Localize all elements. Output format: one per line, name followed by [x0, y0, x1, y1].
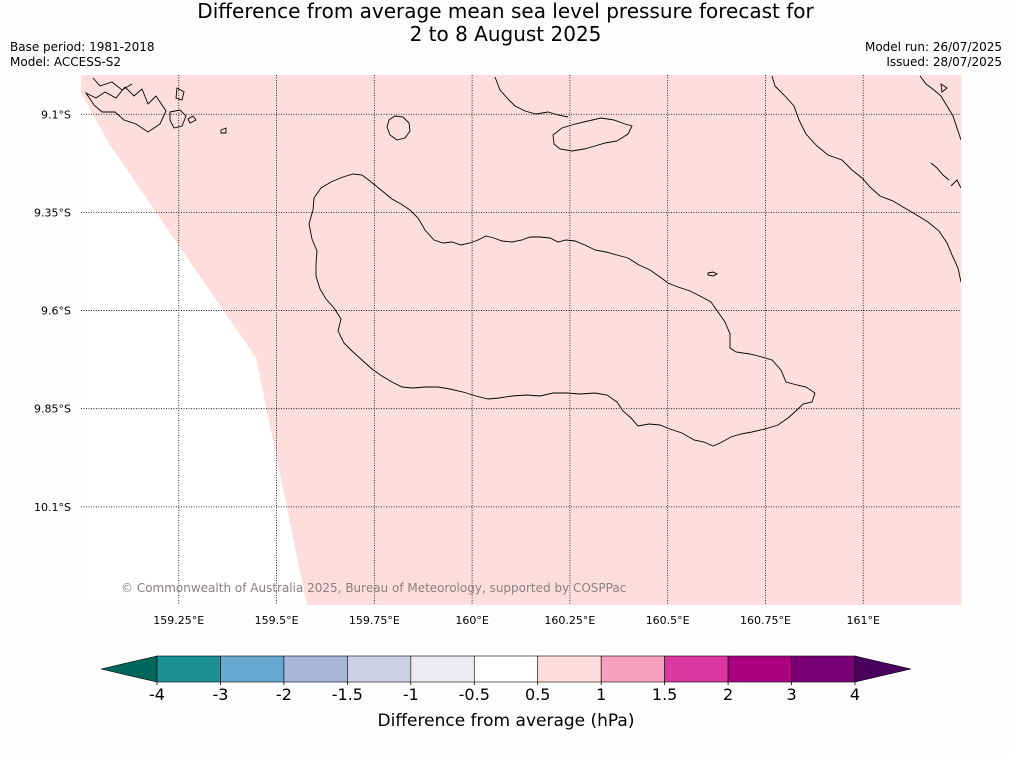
colorbar-tick-label: 1 [596, 685, 606, 704]
colorbar-tick-label: 3 [786, 685, 796, 704]
colorbar: -4 -3 -2 -1.5 -1 -0.5 0.5 1 1.5 2 3 4 Difference fr… [100, 655, 912, 731]
lon-label: 161°E [846, 614, 879, 627]
title-line-1: Difference from average mean sea level p… [197, 0, 814, 23]
malaita-north [919, 75, 961, 141]
colorbar-segment [156, 655, 221, 683]
model-text: Model: ACCESS-S2 [10, 55, 122, 69]
lat-label: 9.1°S [41, 108, 71, 121]
meta-right: Model run: 26/07/2025 Issued: 28/07/2025 [865, 40, 1002, 70]
colorbar-segment [347, 655, 412, 683]
colorbar-segment [410, 655, 475, 683]
colorbar-tick-labels: -4 -3 -2 -1.5 -1 -0.5 0.5 1 1.5 2 3 4 [149, 682, 860, 704]
copyright-notice: © Commonwealth of Australia 2025, Bureau… [121, 581, 626, 595]
colorbar-segment [791, 655, 856, 683]
lat-label: 9.85°S [34, 403, 71, 416]
map-panel: © Commonwealth of Australia 2025, Bureau… [81, 75, 961, 605]
colorbar-segment [220, 655, 285, 683]
colorbar-tick-label: 2 [723, 685, 733, 704]
lat-label: 10.1°S [34, 501, 71, 514]
islet-small-coastline [707, 271, 719, 277]
islet-tiny-2 [187, 115, 197, 124]
malaita-east [950, 179, 961, 189]
issued-text: Issued: 28/07/2025 [886, 55, 1002, 69]
latitude-labels: 9.1°S 9.35°S 9.6°S 9.85°S 10.1°S [34, 108, 71, 514]
colorbar-segment [664, 655, 729, 683]
islet-tiny-1 [220, 127, 227, 134]
graticule [81, 75, 961, 605]
colorbar-segment [537, 655, 602, 683]
florida-islands-coastline [552, 117, 633, 152]
russell-islands-coastline [84, 86, 167, 133]
lon-label: 160.25°E [544, 614, 595, 627]
colorbar-segment [283, 655, 348, 683]
malaita-inner [940, 83, 948, 93]
pressure-anomaly-region [81, 75, 961, 605]
colorbar-tick-label: 1.5 [652, 685, 677, 704]
lat-label: 9.35°S [34, 206, 71, 219]
malaita-coastline [771, 75, 961, 283]
colorbar-under-arrow [100, 655, 158, 683]
colorbar-tick-label: 4 [850, 685, 860, 704]
malaita-coast-b [930, 162, 950, 181]
russell-islands-east [169, 109, 187, 129]
colorbar-tick-label: -2 [276, 685, 292, 704]
colorbar-segment [473, 655, 539, 683]
colorbar-segment [727, 655, 792, 683]
colorbar-tick-label: -1 [403, 685, 419, 704]
colorbar-tick-label: -0.5 [459, 685, 490, 704]
lon-label: 159.75°E [349, 614, 400, 627]
lon-label: 160.75°E [740, 614, 791, 627]
florida-islands-north [494, 76, 569, 118]
model-run-text: Model run: 26/07/2025 [864, 40, 1002, 54]
lat-label: 9.6°S [41, 305, 71, 318]
colorbar-segment [600, 655, 665, 683]
lon-label: 159.5°E [255, 614, 299, 627]
russell-islands-north [92, 77, 133, 91]
colorbar-tick-label: 0.5 [525, 685, 550, 704]
meta-left: Base period: 1981-2018 Model: ACCESS-S2 [10, 40, 155, 70]
lon-label: 160.5°E [646, 614, 690, 627]
coastlines [84, 75, 961, 447]
colorbar-segments [156, 655, 856, 683]
colorbar-tick-label: -3 [212, 685, 228, 704]
colorbar-label: Difference from average (hPa) [378, 711, 635, 731]
islet-west-coastline [386, 115, 411, 141]
map-title: Difference from average mean sea level p… [0, 0, 1011, 46]
island-guadalcanal-coastline [308, 173, 816, 447]
russell-islands-ne [175, 87, 185, 101]
colorbar-tick-label: -1.5 [332, 685, 363, 704]
title-line-2: 2 to 8 August 2025 [409, 22, 602, 46]
lon-label: 159.25°E [153, 614, 204, 627]
colorbar-over-arrow [854, 655, 912, 683]
lon-label: 160°E [455, 614, 488, 627]
colorbar-tick-label: -4 [149, 685, 165, 704]
longitude-labels: 159.25°E 159.5°E 159.75°E 160°E 160.25°E 160.… [153, 614, 880, 627]
base-period-text: Base period: 1981-2018 [10, 40, 155, 54]
